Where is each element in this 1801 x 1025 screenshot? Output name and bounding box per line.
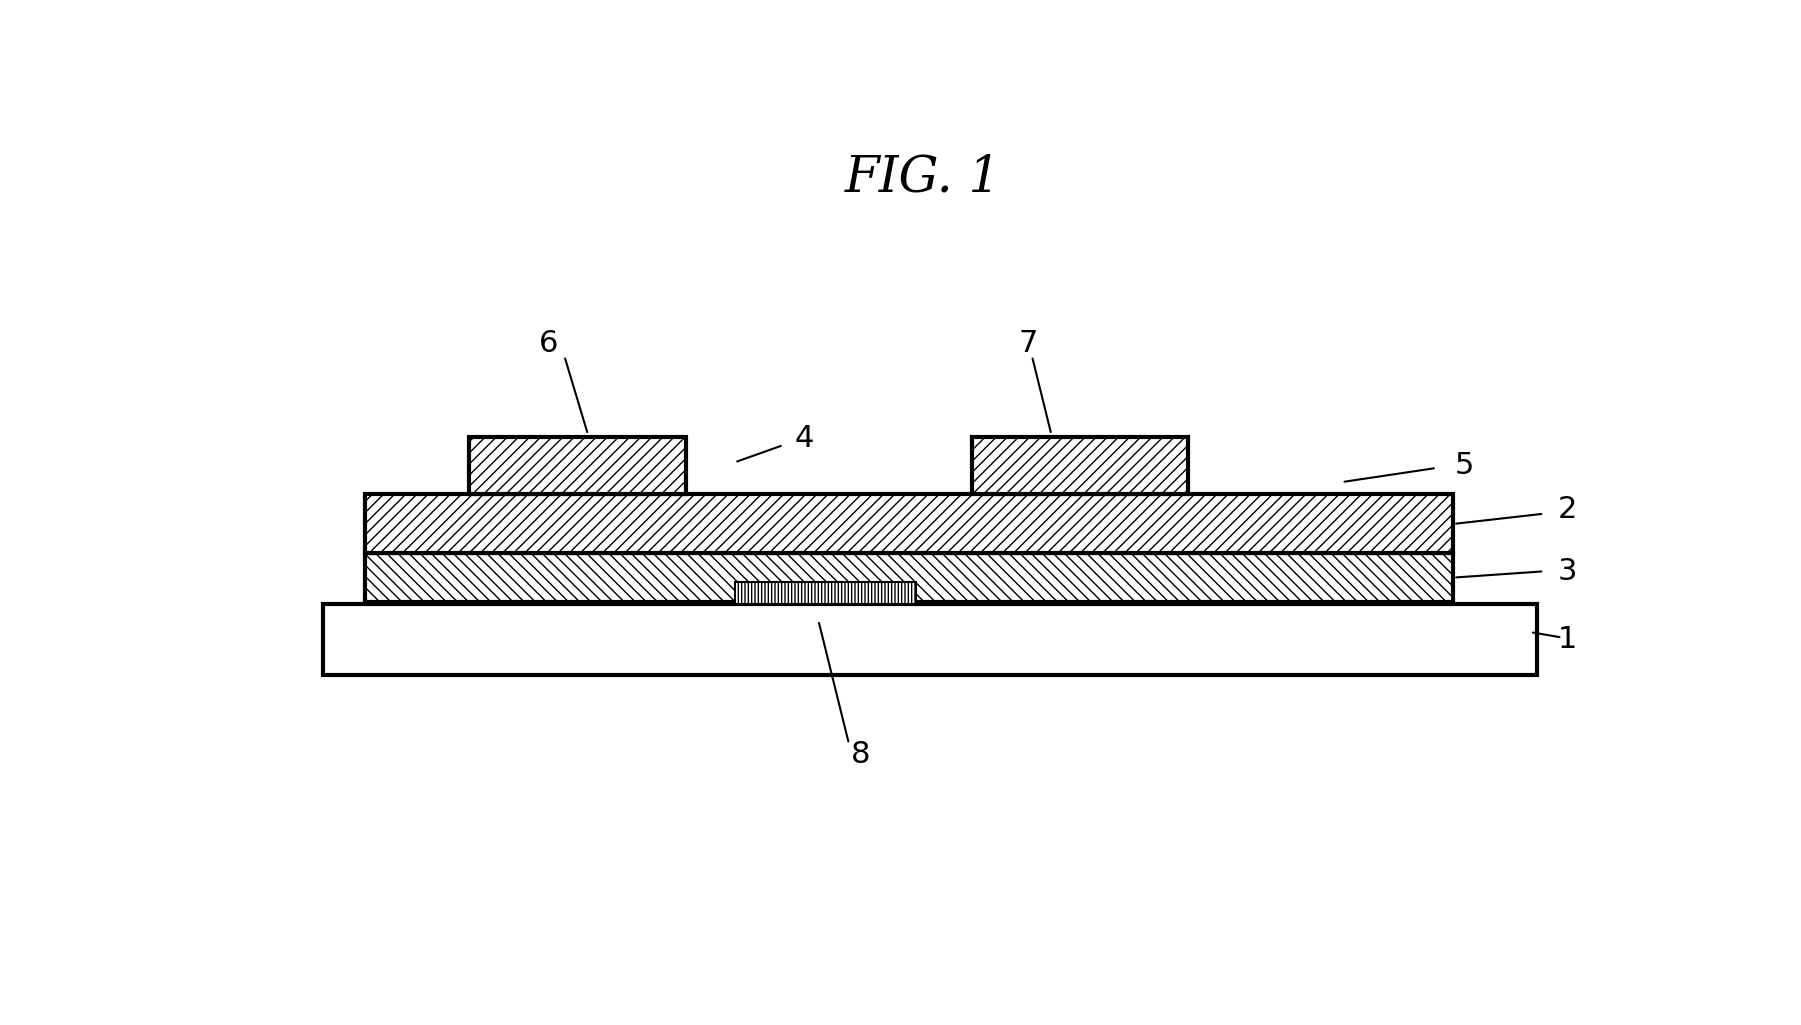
Text: 5: 5	[1455, 451, 1475, 480]
Text: FIG. 1: FIG. 1	[845, 154, 1001, 203]
Text: 7: 7	[1018, 329, 1037, 359]
Bar	[366, 554, 1453, 602]
Bar	[366, 494, 1453, 554]
Text: 1: 1	[1558, 625, 1578, 654]
Bar	[735, 582, 917, 605]
Text: 2: 2	[1558, 495, 1578, 524]
Bar	[322, 605, 1536, 675]
Text: 6: 6	[538, 329, 558, 359]
Text: 8: 8	[850, 740, 870, 769]
Text: 3: 3	[1558, 557, 1578, 586]
Bar	[470, 437, 686, 494]
Text: 4: 4	[794, 424, 814, 453]
Bar	[973, 437, 1189, 494]
